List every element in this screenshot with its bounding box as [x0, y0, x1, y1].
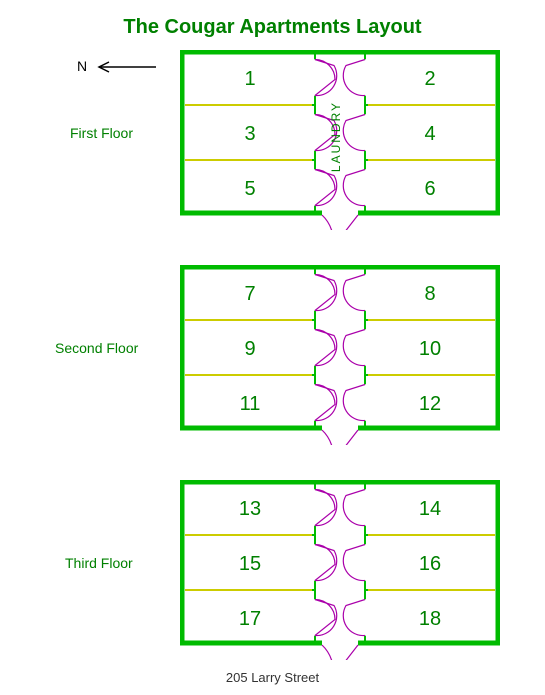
unit-number: 7 — [244, 283, 255, 305]
page-title: The Cougar Apartments Layout — [0, 16, 545, 39]
floor-label-3: Third Floor — [65, 555, 133, 571]
unit-number: 14 — [419, 498, 441, 520]
laundry-label: LAUNDRY — [329, 101, 343, 172]
unit-number: 6 — [424, 178, 435, 200]
unit-number: 17 — [239, 608, 261, 630]
floor-plan-1: 1 2 3 4 5 6 LAUNDRY — [180, 50, 500, 230]
unit-number: 12 — [419, 393, 441, 415]
unit-number: 1 — [244, 68, 255, 90]
north-arrow-icon — [91, 60, 161, 74]
address: 205 Larry Street — [0, 670, 545, 685]
unit-number: 10 — [419, 338, 441, 360]
floor-plan-2: 7 8 9 10 11 12 — [180, 265, 500, 445]
unit-number: 16 — [419, 553, 441, 575]
unit-number: 9 — [244, 338, 255, 360]
north-indicator: N — [77, 58, 161, 74]
floor-label-1: First Floor — [70, 125, 133, 141]
north-label: N — [77, 58, 87, 74]
unit-number: 8 — [424, 283, 435, 305]
unit-number: 2 — [424, 68, 435, 90]
unit-number: 13 — [239, 498, 261, 520]
unit-number: 3 — [244, 123, 255, 145]
floor-plan-3: 13 14 15 16 17 18 — [180, 480, 500, 660]
unit-number: 5 — [244, 178, 255, 200]
unit-number: 15 — [239, 553, 261, 575]
floor-label-2: Second Floor — [55, 340, 138, 356]
unit-number: 4 — [424, 123, 435, 145]
unit-number: 18 — [419, 608, 441, 630]
unit-number: 11 — [240, 393, 261, 415]
